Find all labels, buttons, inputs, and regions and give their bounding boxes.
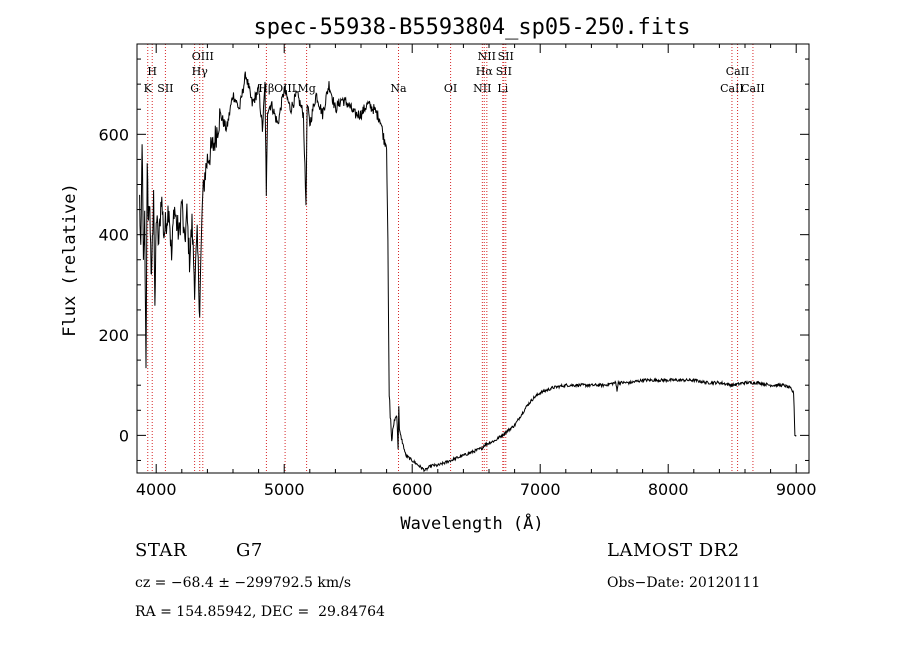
- line-marker-label-8: Mg: [297, 82, 315, 95]
- survey-name: LAMOST DR2: [607, 540, 740, 561]
- redshift-text: cz = −68.4 ± −299792.5 km/s: [135, 575, 352, 591]
- x-tick-label-3: 7000: [520, 480, 561, 499]
- line-marker-label-11: NII: [473, 82, 491, 95]
- line-marker-label-2: SII: [157, 82, 173, 95]
- spectrum-line: [139, 71, 797, 473]
- object-subclass: G7: [236, 540, 263, 561]
- line-marker-label-12: Hα: [476, 65, 494, 78]
- axis-ticks: 4000 5000 6000 7000 8000 9000 0 200 400 600: [98, 44, 817, 499]
- line-marker-label-19: CaII: [741, 82, 765, 95]
- observation-date: Obs−Date: 20120111: [607, 575, 761, 591]
- line-marker-label-0: K: [144, 82, 153, 95]
- line-marker-label-3: G: [190, 82, 199, 95]
- plot-axes: [136, 43, 810, 474]
- line-marker-label-4: Hγ: [192, 65, 209, 78]
- object-class: STAR: [135, 540, 187, 561]
- x-tick-label-5: 9000: [776, 480, 817, 499]
- line-marker-label-18: CaII: [726, 65, 750, 78]
- x-axis-label: Wavelength (Å): [400, 512, 543, 534]
- line-marker-label-1: H: [147, 65, 157, 78]
- line-marker-label-15: SII: [496, 65, 512, 78]
- y-tick-label-0: 0: [119, 426, 129, 445]
- y-tick-label-3: 600: [98, 125, 129, 144]
- line-marker-label-6: Hβ: [258, 82, 274, 95]
- line-marker-label-5: OIII: [192, 50, 214, 63]
- y-axis-label: Flux (relative): [60, 183, 80, 337]
- x-tick-label-4: 8000: [648, 480, 689, 499]
- coordinates-text: RA = 154.85942, DEC = 29.84764: [135, 604, 385, 620]
- line-marker-label-14: Li: [497, 82, 508, 95]
- x-tick-label-1: 5000: [264, 480, 305, 499]
- plot-frame: [136, 43, 810, 474]
- line-marker-label-9: Na: [390, 82, 407, 95]
- y-tick-label-2: 400: [98, 226, 129, 245]
- line-marker-label-17: CaII: [720, 82, 744, 95]
- x-tick-label-0: 4000: [136, 480, 177, 499]
- line-marker-label-16: SII: [498, 50, 514, 63]
- spectrum-series: [139, 71, 797, 473]
- y-tick-label-1: 200: [98, 326, 129, 345]
- chart-title: spec-55938-B5593804_sp05-250.fits: [253, 15, 690, 40]
- x-tick-label-2: 6000: [392, 480, 433, 499]
- line-marker-label-13: NII: [478, 50, 496, 63]
- line-marker-label-10: OI: [444, 82, 457, 95]
